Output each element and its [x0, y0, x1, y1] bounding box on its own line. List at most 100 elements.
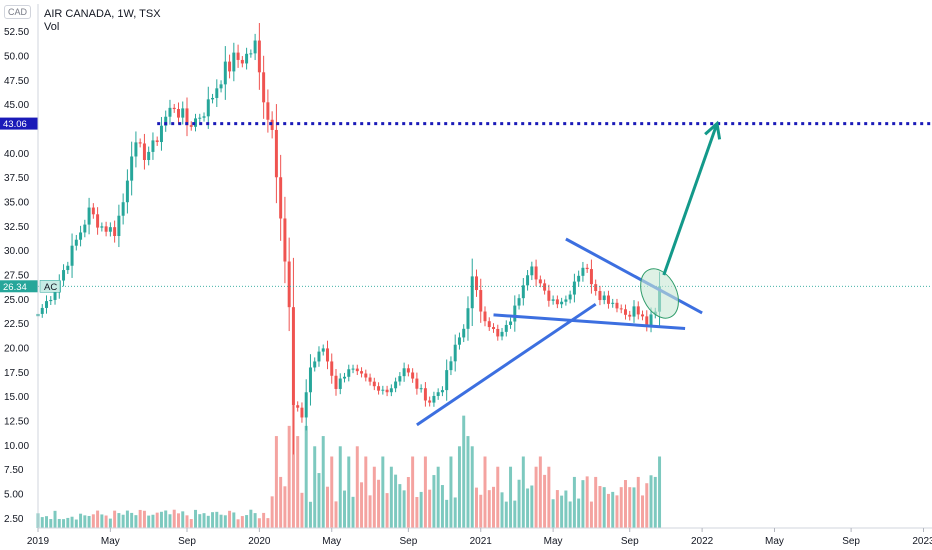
volume-bar [266, 518, 270, 528]
candle-body [117, 215, 121, 237]
volume-bar [347, 456, 351, 528]
candle-body [585, 267, 589, 270]
volume-bar [189, 519, 193, 528]
candle-body [555, 299, 559, 305]
candle-body [440, 390, 444, 393]
candle-body [517, 298, 521, 306]
upper-trendline [565, 237, 703, 315]
volume-bar [653, 476, 657, 528]
volume-bar [398, 484, 402, 528]
volume-bar [87, 515, 91, 528]
candle-body [632, 306, 636, 317]
candle-body [432, 395, 436, 403]
x-tick-label: Sep [842, 536, 860, 547]
volume-bar [432, 475, 436, 528]
volume-bar [496, 466, 500, 528]
candle-body [602, 295, 606, 301]
volume-bar [185, 515, 189, 528]
volume-bar [304, 425, 308, 528]
volume-bar [313, 446, 317, 528]
volume-bar [602, 487, 606, 528]
y-tick-label: 45.00 [4, 100, 29, 111]
y-tick-label: 7.50 [4, 465, 24, 476]
candle-body [611, 302, 615, 304]
volume-bar [377, 479, 381, 528]
candle-body [219, 84, 223, 89]
candle-body [304, 392, 308, 418]
y-tick-label: 5.00 [4, 489, 24, 500]
volume-bar [547, 466, 551, 528]
volume-bar [615, 495, 619, 528]
volume-bar [560, 495, 564, 528]
volume-bar [492, 486, 496, 528]
volume-bar [500, 492, 504, 528]
volume-bar [360, 482, 364, 528]
x-tick-label: Sep [178, 536, 196, 547]
volume-bar [594, 476, 598, 528]
candle-body [479, 290, 483, 312]
candle-body [313, 361, 317, 368]
volume-bar [100, 514, 104, 528]
volume-bar [538, 456, 542, 528]
x-tick-label: Sep [621, 536, 639, 547]
volume-bar [134, 515, 138, 528]
y-tick-label: 2.50 [4, 514, 24, 525]
volume-bar [381, 456, 385, 528]
candle-body [466, 308, 470, 329]
volume-bar [91, 514, 95, 528]
y-tick-label: 37.50 [4, 173, 29, 184]
candle-body [568, 294, 572, 300]
candle-body [385, 389, 389, 393]
volume-bar [423, 456, 427, 528]
candle-body [147, 151, 151, 161]
volume-bar [240, 516, 244, 528]
candle-body [291, 307, 295, 406]
candle-body [547, 290, 551, 301]
x-tick-label: 2023 [912, 536, 932, 547]
candle-body [457, 337, 461, 345]
candle-body [577, 275, 581, 282]
volume-bar [368, 495, 372, 528]
volume-bar [504, 501, 508, 528]
volume-bar [138, 509, 142, 528]
volume-bar [351, 496, 355, 528]
candle-body [330, 361, 334, 376]
y-tick-label: 15.00 [4, 392, 29, 403]
volume-bar [364, 456, 368, 528]
volume-bar [321, 436, 325, 528]
candle-body [300, 407, 304, 418]
rising-trendline [416, 302, 597, 427]
candle-body [228, 61, 232, 72]
candle-body [423, 388, 427, 401]
annotations: 26.34 AC 43.06 [0, 117, 932, 427]
candle-body [189, 125, 193, 127]
candle-body [74, 239, 78, 246]
candle-body [428, 400, 432, 403]
volume-bar [219, 514, 223, 528]
candle-body [470, 276, 474, 309]
candle-body [138, 142, 142, 144]
candle-body [419, 388, 423, 390]
volume-bars [36, 405, 662, 528]
candle-body [338, 378, 342, 389]
candle-body [296, 405, 300, 408]
volume-bar [585, 476, 589, 528]
x-tick-label: May [544, 536, 563, 547]
candle-body [211, 97, 215, 100]
volume-bar [449, 456, 453, 528]
candle-body [377, 386, 381, 391]
volume-bar [445, 499, 449, 528]
volume-bar [611, 491, 615, 528]
currency-badge[interactable]: CAD [4, 5, 32, 19]
candle-body [96, 214, 100, 228]
volume-bar [308, 501, 312, 528]
candle-body [266, 102, 270, 120]
candle-body [321, 348, 325, 352]
volume-bar [513, 500, 517, 528]
candle-body [351, 368, 355, 370]
candle-body [49, 299, 53, 302]
volume-bar [142, 510, 146, 528]
volume-bar [436, 466, 440, 528]
volume-bar [483, 456, 487, 528]
